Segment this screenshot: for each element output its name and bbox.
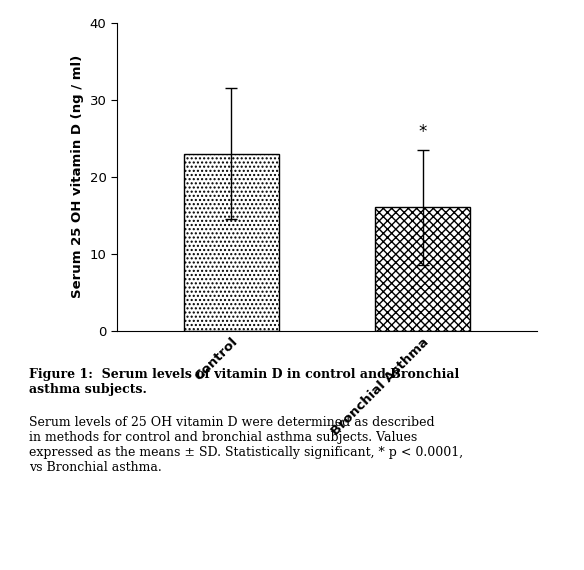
Text: *: * bbox=[418, 123, 427, 141]
Text: Figure 1:  Serum levels of vitamin D in control and Bronchial
asthma subjects.: Figure 1: Serum levels of vitamin D in c… bbox=[29, 368, 460, 396]
Bar bbox=[375, 207, 470, 331]
Y-axis label: Serum 25 OH vitamin D (ng / ml): Serum 25 OH vitamin D (ng / ml) bbox=[71, 55, 84, 298]
Bar bbox=[184, 153, 279, 331]
Text: Serum levels of 25 OH vitamin D were determined as described
in methods for cont: Serum levels of 25 OH vitamin D were det… bbox=[29, 416, 463, 474]
